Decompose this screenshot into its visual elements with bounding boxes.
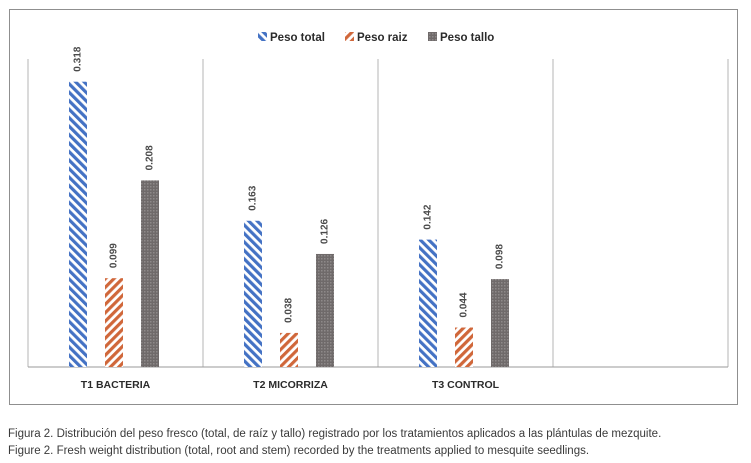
data-label: 0.098 (495, 244, 506, 269)
bar-peso-raiz (280, 332, 298, 367)
bar-peso-raiz (105, 278, 123, 367)
legend-swatch (258, 32, 267, 41)
bar-chart: 0.318 0.163 0.142 0.099 0.038 0.044 0.208 0.126… (27, 32, 729, 391)
legend-label: Peso tallo (440, 32, 494, 44)
data-label: 0.208 (145, 145, 156, 170)
bar-peso-tallo (316, 253, 334, 367)
figure-caption: Figura 2. Distribución del peso fresco (… (8, 426, 748, 460)
data-label: 0.318 (73, 46, 84, 71)
caption-spanish: Figura 2. Distribución del peso fresco (… (8, 428, 662, 440)
x-tick-label: T1 BACTERIA (81, 379, 151, 391)
bar-peso-raiz (455, 327, 473, 367)
data-label: 0.142 (423, 204, 434, 229)
x-tick-label: T3 CONTROL (432, 379, 500, 391)
data-label: 0.038 (284, 297, 295, 322)
chart-frame (9, 9, 738, 405)
legend-label: Peso raiz (357, 32, 408, 44)
data-label: 0.099 (109, 243, 120, 268)
bar-peso-total (419, 239, 437, 367)
bar-peso-total (69, 81, 87, 368)
bar-peso-total (244, 220, 262, 367)
legend-swatch (345, 32, 354, 41)
bar-peso-tallo (141, 180, 159, 367)
legend-swatch (428, 32, 437, 41)
data-label: 0.126 (320, 218, 331, 243)
bar-peso-tallo (491, 279, 509, 367)
data-label: 0.044 (459, 292, 470, 317)
caption-english: Figure 2. Fresh weight distribution (tot… (8, 445, 590, 457)
data-label: 0.163 (248, 185, 259, 210)
legend-label: Peso total (270, 32, 325, 44)
x-tick-label: T2 MICORRIZA (253, 379, 328, 391)
